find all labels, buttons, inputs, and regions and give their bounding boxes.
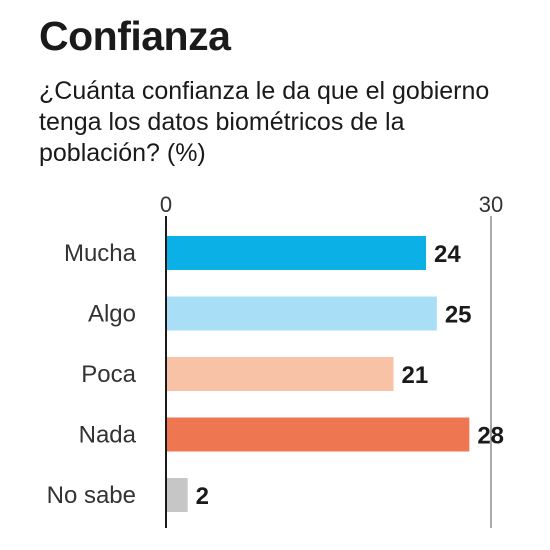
category-label: Mucha: [64, 240, 137, 267]
category-label: Nada: [79, 422, 137, 449]
value-label: 2: [196, 483, 209, 510]
bar-mucha: [167, 236, 426, 270]
category-label: Algo: [88, 301, 136, 328]
bar-poca: [167, 357, 394, 391]
value-label: 24: [434, 241, 461, 268]
bar-no-sabe: [167, 478, 188, 512]
category-label: Poca: [81, 361, 136, 388]
x-tick-label-30: 30: [479, 192, 503, 217]
bar-algo: [167, 296, 437, 331]
value-label: 21: [402, 362, 429, 389]
x-tick-label-0: 0: [160, 192, 172, 217]
category-label: No sabe: [47, 482, 136, 509]
chart-title: Confianza: [39, 13, 231, 59]
chart-subtitle: ¿Cuánta confianza le da que el gobierno …: [39, 77, 490, 167]
value-label: 28: [477, 423, 504, 450]
bar-nada: [167, 417, 470, 452]
value-label: 25: [445, 302, 472, 329]
